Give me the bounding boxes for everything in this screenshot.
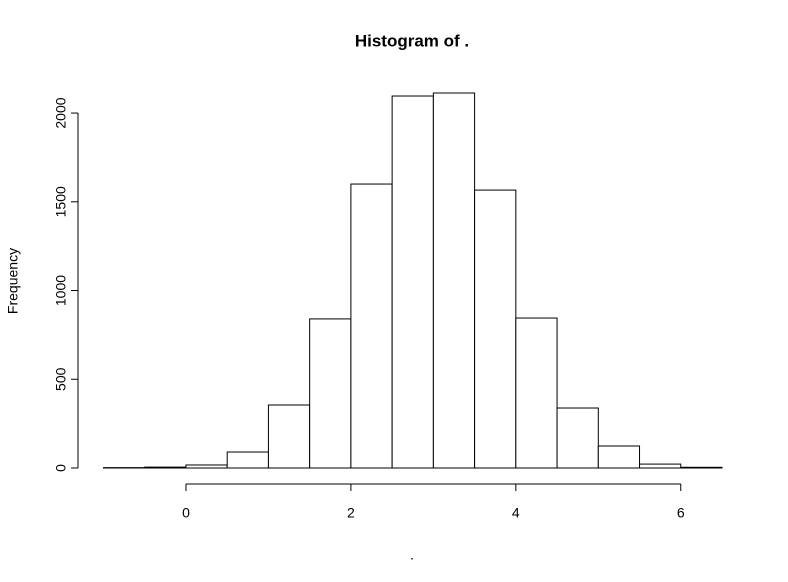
bar	[680, 466, 723, 469]
y-tick-label: 500	[53, 367, 69, 391]
bar	[350, 183, 393, 469]
bar	[432, 92, 476, 469]
bar	[185, 464, 228, 469]
bar	[515, 317, 558, 469]
y-axis-label: Frequency	[5, 248, 21, 314]
bar	[474, 189, 517, 469]
x-tick-label: 4	[512, 505, 520, 521]
bar	[226, 451, 269, 469]
bar	[391, 95, 434, 469]
bar	[639, 463, 682, 469]
x-axis-label: .	[410, 547, 414, 563]
bar	[556, 407, 599, 469]
bar	[267, 404, 311, 469]
y-tick-label: 1000	[53, 275, 69, 306]
x-tick-label: 0	[182, 505, 190, 521]
bar	[144, 466, 187, 469]
chart-title: Histogram of .	[355, 31, 469, 50]
bar	[597, 445, 641, 469]
bar	[309, 318, 352, 469]
y-tick-label: 0	[53, 464, 69, 472]
x-tick-label: 2	[347, 505, 355, 521]
x-tick-label: 6	[677, 505, 685, 521]
y-tick-label: 2000	[53, 97, 69, 128]
y-tick-label: 1500	[53, 186, 69, 217]
